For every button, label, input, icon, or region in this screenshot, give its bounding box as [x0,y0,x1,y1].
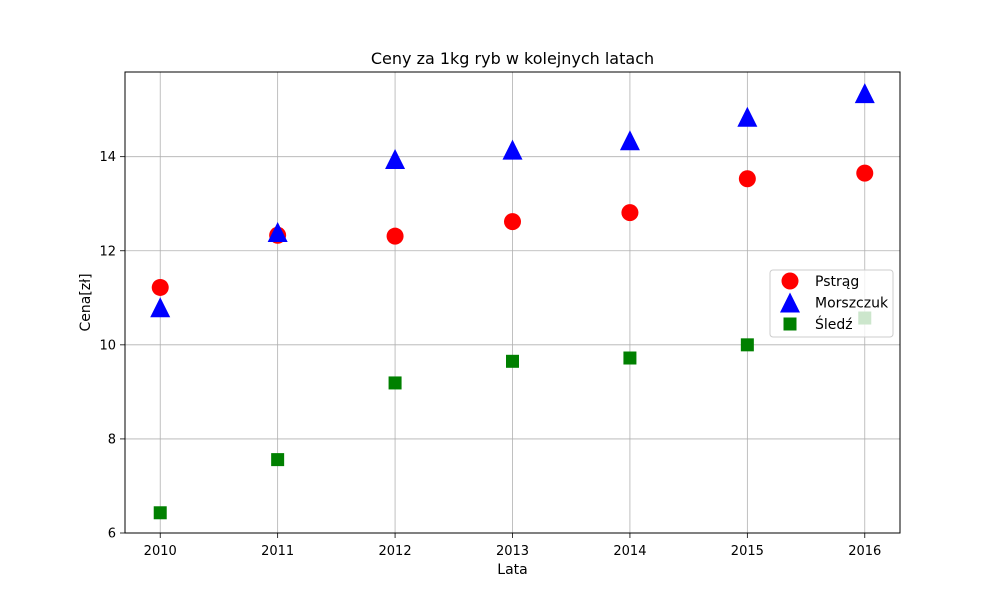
chart-title: Ceny za 1kg ryb w kolejnych latach [371,49,654,68]
y-axis-title: Cena[zł] [78,273,94,331]
data-point-circle [151,278,169,296]
x-tick-label: 2016 [848,544,881,559]
data-point-triangle [854,83,875,104]
legend-box [769,269,894,338]
data-point-square [271,453,285,467]
data-point-circle [621,204,639,222]
legend-label: Śledź [815,315,853,333]
data-point-triangle [619,130,640,151]
x-tick-label: 2013 [496,544,529,559]
data-point-circle [386,227,404,245]
x-tick-label: 2010 [144,544,177,559]
legend: Pstrąg Morszczuk Śledź [769,269,894,338]
data-point-triangle [385,149,406,170]
data-point-circle [738,170,756,188]
y-tick-label: 14 [99,150,116,165]
data-point-circle [504,213,521,231]
y-tick-label: 12 [99,244,116,259]
data-point-square [388,376,402,390]
axis-ticks: 2010 2011 2012 2013 2014 2015 2016 6 8 10 12 14 [99,150,881,559]
y-tick-label: 10 [99,338,116,353]
x-tick-label: 2012 [379,544,412,559]
data-point-triangle [502,139,523,160]
data-point-triangle [267,221,288,242]
data-point-triangle [150,297,171,318]
data-point-square [153,506,167,520]
legend-marker-circle [781,272,799,290]
x-tick-label: 2015 [731,544,764,559]
y-tick-label: 8 [108,432,116,447]
legend-label: Pstrąg [815,274,859,290]
legend-marker-triangle [780,292,800,313]
x-tick-label: 2014 [613,544,646,559]
legend-marker-square [783,317,797,331]
data-points [150,83,875,520]
x-tick-label: 2011 [261,544,294,559]
data-point-square [623,351,637,365]
y-tick-label: 6 [108,527,116,542]
legend-label: Morszczuk [815,296,889,312]
grid-lines [125,72,900,534]
x-axis-title: Lata [497,562,527,578]
data-point-square [506,354,519,368]
data-point-triangle [737,106,758,127]
data-point-circle [856,164,874,182]
data-point-square [740,338,754,352]
